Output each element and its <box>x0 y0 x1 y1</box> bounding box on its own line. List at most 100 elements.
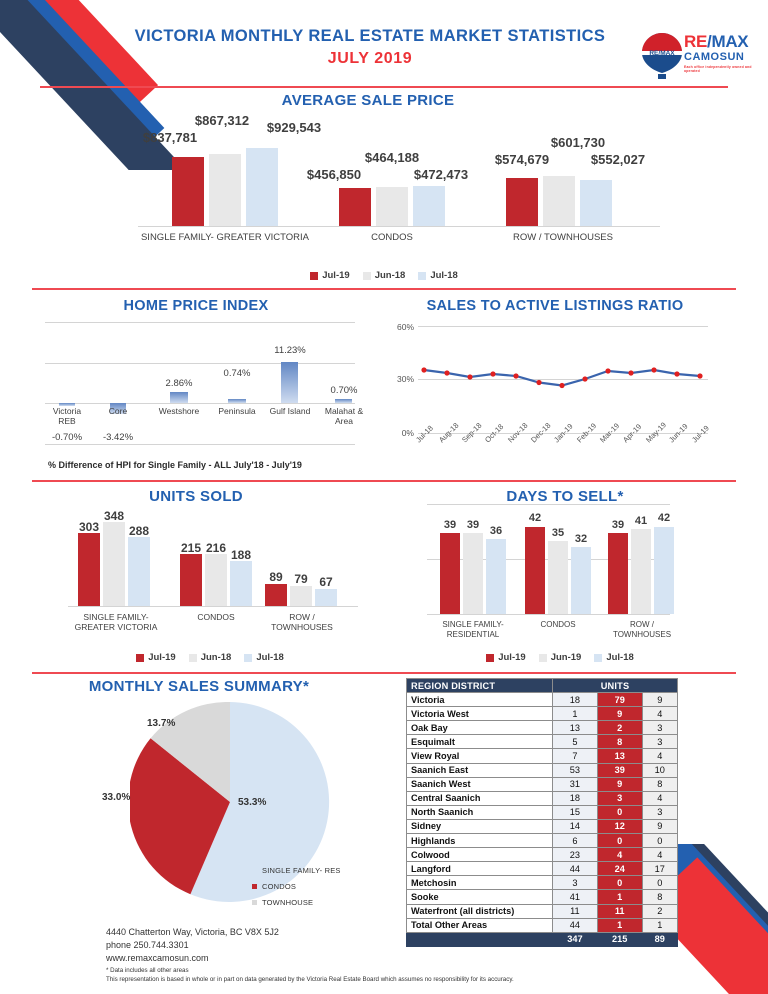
pie-legend-swatch-single-family <box>252 868 257 873</box>
bar-days-condo-jul19 <box>525 527 545 614</box>
cell-units-1: 13 <box>552 720 598 736</box>
category-days-single-family: SINGLE FAMILY- RESIDENTIAL <box>442 620 504 639</box>
cell-units-2: 2 <box>596 720 643 736</box>
cell-region: Highlands <box>406 833 553 849</box>
avg-price-axis <box>138 226 660 227</box>
cell-units-1: 7 <box>552 748 598 764</box>
value-avg-row-jun18: $601,730 <box>550 135 606 150</box>
category-units-condos: CONDOS <box>197 612 235 622</box>
category-units-row-townhouses: ROW / TOWNHOUSES <box>271 612 333 633</box>
table-row: Metchosin 3 0 0 <box>406 875 679 891</box>
table-row: Sidney 14 12 9 <box>406 818 679 835</box>
cell-units-2: 12 <box>596 818 643 835</box>
days-to-sell-axis <box>427 614 670 615</box>
bar-avg-sf-jul19 <box>172 157 204 226</box>
cell-units-2: 8 <box>596 734 643 750</box>
cell-units-1: 14 <box>552 818 598 835</box>
cell-region: Metchosin <box>406 875 553 891</box>
hpi-label-victoria-reb: Victoria REB <box>52 406 82 426</box>
cell-units-2: 0 <box>596 833 643 849</box>
legend-label-units-jul19: Jul-19 <box>148 652 176 663</box>
bar-units-sf-jun18 <box>103 522 125 606</box>
legend-label-days-jun19: Jun-19 <box>550 652 582 663</box>
hpi-value-core: -3.42% <box>102 432 134 443</box>
hpi-bar-westshore <box>170 392 188 403</box>
hpi-caption: % Difference of HPI for Single Family - … <box>48 460 302 470</box>
pie-value-single-family: 53.3% <box>238 797 267 808</box>
value-units-sf-jun18: 348 <box>103 509 125 523</box>
legend-swatch-days-jul18 <box>594 653 603 662</box>
bar-avg-condo-jul18 <box>413 186 445 226</box>
cell-units-3: 4 <box>641 790 679 806</box>
table-header: REGION DISTRICT UNITS <box>406 677 678 694</box>
cell-units-2: 1 <box>596 917 643 933</box>
value-avg-condo-jun18: $464,188 <box>364 150 420 165</box>
table-row: Langford 44 24 17 <box>406 861 679 877</box>
cell-units-3: 3 <box>641 734 679 750</box>
footer-disclaimer: This representation is based in whole or… <box>106 976 514 984</box>
bar-avg-sf-jul18 <box>246 148 278 226</box>
legend-item-days-jun19: Jun-19 <box>538 652 582 663</box>
monthly-sales-summary-title: MONTHLY SALES SUMMARY* <box>88 678 310 695</box>
bar-days-sf-jul19 <box>440 533 460 614</box>
value-avg-sf-jul19: $837,781 <box>142 130 198 145</box>
value-units-sf-jul18: 288 <box>128 524 150 538</box>
logo-max-text: MAX <box>711 32 749 51</box>
average-sale-price-title: AVERAGE SALE PRICE <box>281 92 455 109</box>
cell-units-2: 0 <box>596 875 643 891</box>
units-sold-title: UNITS SOLD <box>149 488 243 505</box>
category-avg-single-family: SINGLE FAMILY- GREATER VICTORIA <box>140 232 310 243</box>
cell-units-3: 3 <box>641 804 679 820</box>
cell-units-1: 11 <box>552 903 598 919</box>
table-row: Sooke 41 1 8 <box>406 889 679 905</box>
bar-avg-row-jul18 <box>580 180 612 226</box>
table-row: Central Saanich 18 3 4 <box>406 790 679 806</box>
logo-camosun-text: CAMOSUN <box>684 51 745 63</box>
bar-units-row-jul19 <box>265 584 287 606</box>
cell-units-1: 53 <box>552 762 598 778</box>
legend-item-days-jul18: Jul-18 <box>594 652 634 663</box>
logo-wordmark: RE/MAX CAMOSUN Each office independently… <box>684 33 754 73</box>
pie-legend: SINGLE FAMILY- RES CONDOS TOWNHOUSE <box>252 866 341 914</box>
cell-region: Langford <box>406 861 553 877</box>
cell-region: Total Other Areas <box>406 917 553 933</box>
cell-units-1: 1 <box>552 706 598 722</box>
days-to-sell-title: DAYS TO SELL* <box>506 488 624 505</box>
table-row: View Royal 7 13 4 <box>406 748 679 764</box>
cell-units-3: 0 <box>641 833 679 849</box>
cell-units-3: 10 <box>641 762 679 778</box>
table-row: Saanich West 31 9 8 <box>406 776 679 792</box>
ratio-gridline-60 <box>418 326 708 327</box>
hpi-top-gridline <box>45 322 355 323</box>
hpi-zero-axis <box>45 403 355 404</box>
hpi-bottom-gridline <box>45 444 355 445</box>
table-header-units: UNITS <box>552 677 678 694</box>
table-row: Oak Bay 13 2 3 <box>406 720 679 736</box>
sales-summary-pie <box>130 702 330 902</box>
table-row: Highlands 6 0 0 <box>406 833 679 849</box>
legend-label-units-jun18: Jun-18 <box>200 652 232 663</box>
home-price-index-title: HOME PRICE INDEX <box>123 298 269 314</box>
category-days-row-townhouses: ROW / TOWNHOUSES <box>612 620 672 639</box>
cell-units-2: 11 <box>596 903 643 919</box>
units-sold-axis <box>68 606 358 607</box>
pie-legend-label-townhouse: TOWNHOUSE <box>262 898 314 907</box>
cell-units-1: 15 <box>552 804 598 820</box>
table-row: Total Other Areas 44 1 1 <box>406 917 679 933</box>
cell-units-2: 39 <box>596 762 643 778</box>
table-row: North Saanich 15 0 3 <box>406 804 679 820</box>
bar-units-condo-jul18 <box>230 561 252 606</box>
footer-website[interactable]: www.remaxcamosun.com <box>106 953 209 964</box>
pie-legend-item-condos: CONDOS <box>252 882 341 891</box>
cell-units-1: 23 <box>552 847 598 863</box>
ratio-gridline-30 <box>418 379 708 380</box>
logo-re-text: RE <box>684 32 708 51</box>
cell-units-1: 18 <box>552 692 598 708</box>
table-row: Waterfront (all districts) 11 11 2 <box>406 903 679 919</box>
logo-slash: / <box>707 32 712 51</box>
value-days-sf-jun19: 39 <box>466 519 480 531</box>
cell-units-3: 4 <box>641 706 679 722</box>
remax-camosun-logo: RE/MAX RE/MAX CAMOSUN Each office indepe… <box>636 30 754 84</box>
ratio-data-points <box>421 367 703 389</box>
footer-phone: phone 250.744.3301 <box>106 940 189 951</box>
